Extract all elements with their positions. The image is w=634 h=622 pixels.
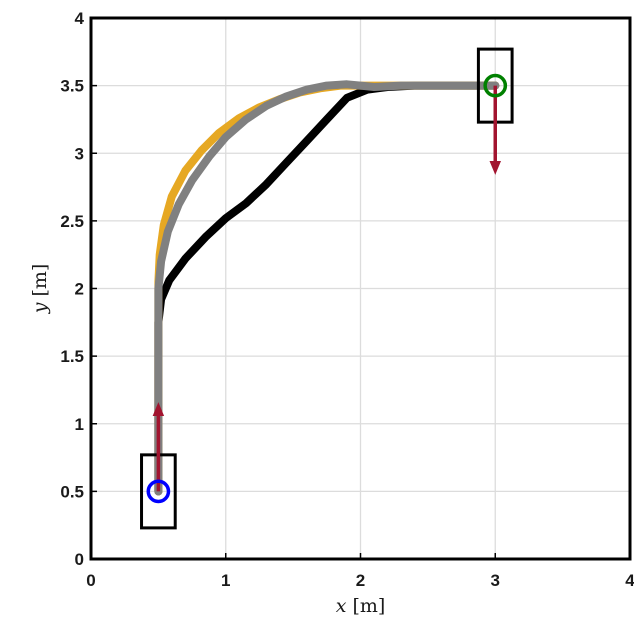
y-tick-label: 2.5 [60,212,84,231]
x-tick-label: 1 [221,571,230,590]
y-tick-label: 0.5 [60,482,84,501]
x-tick-label: 2 [356,571,365,590]
tick-labels: 0 1 2 3 4 0 0.5 1 1.5 2 2.5 3 3.5 4 [60,9,634,590]
y-tick-label: 3 [75,144,84,163]
y-tick-label: 4 [75,9,85,28]
pose-circle-marker [146,479,171,504]
series-layer [154,80,500,496]
y-tick-label: 0 [75,550,84,569]
y-tick-label: 1 [75,415,84,434]
trajectory-line-3 [154,80,500,496]
y-tick-label: 3.5 [60,77,84,96]
pose-circle-marker [483,73,508,98]
heading-arrow-head [152,402,165,416]
x-axis-label: x [m] [336,595,386,617]
x-tick-label: 0 [86,571,95,590]
y-axis-label: y[m] [29,264,51,315]
x-tick-label: 4 [625,571,634,590]
y-tick-label: 2 [75,280,84,299]
marker-layer [140,47,514,530]
x-tick-label: 3 [491,571,500,590]
y-tick-label: 1.5 [60,347,84,366]
tick-layer [90,17,631,560]
heading-arrow-head [489,161,501,175]
